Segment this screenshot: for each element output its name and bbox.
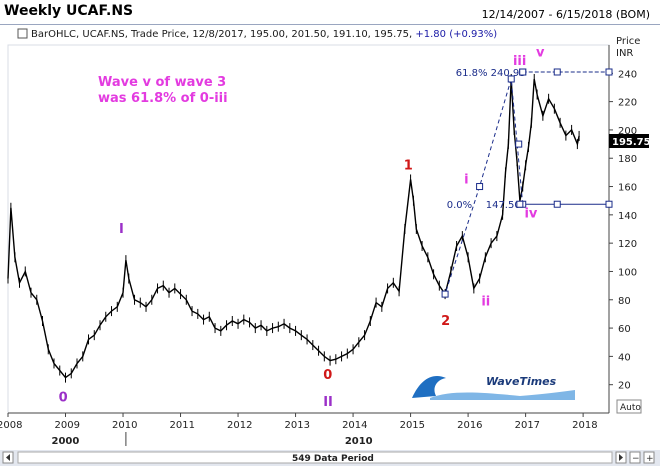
fib-lower-pct-label: 0.0% (447, 200, 472, 211)
y-tick-label: 140 (618, 211, 637, 222)
chevron-left-icon (6, 454, 10, 461)
wave-label: II (323, 395, 333, 410)
y-tick-label: 60 (618, 324, 631, 335)
wave-projection-path (444, 78, 524, 295)
auto-button-frame (616, 399, 642, 414)
fibonacci-layer[interactable]: 61.8% 240.93 0.0% 147.50 (441, 68, 613, 298)
wave-label: i (464, 173, 468, 188)
wave-label: I (119, 222, 124, 237)
price-series-line (7, 78, 580, 379)
date-range: 12/14/2007 - 6/15/2018 (BOM) (481, 8, 650, 21)
wavetimes-logo: WaveTimes (407, 367, 577, 401)
wave-label: 0 (323, 368, 332, 383)
wave-label: iii (513, 54, 526, 69)
zoom-out-button[interactable] (629, 451, 641, 464)
y-tick-label: 240 (618, 69, 637, 80)
wave-label: ii (481, 294, 490, 309)
series-layer (7, 73, 580, 383)
fib-lower-value-label: 147.50 (486, 200, 521, 211)
period-scrollbar[interactable]: 549 Data Period − + (0, 450, 660, 466)
fib-anchor-handle[interactable] (605, 200, 613, 208)
fib-anchor-handle[interactable] (553, 200, 561, 208)
x-tick-label: 2015 (400, 420, 425, 431)
x-tick-label: 2011 (170, 420, 195, 431)
x-tick-label: 2013 (285, 420, 310, 431)
wave-marker[interactable] (515, 140, 523, 148)
x-axis: 2008 2009 2010 2011 2012 2013 2014 2015 2016 2017… (0, 412, 609, 447)
wave-swoosh-icon (430, 390, 575, 400)
plus-icon: + (646, 454, 654, 464)
wave-label: 1 (404, 159, 413, 174)
chart-title: Weekly UCAF.NS (4, 3, 134, 19)
x-tick-label: 2009 (55, 420, 80, 431)
scrollbar-thumb[interactable] (17, 451, 613, 464)
y-tick-label: 200 (618, 126, 637, 137)
fib-anchor-handle[interactable] (553, 68, 561, 76)
price-axis-unit: INR (616, 48, 633, 59)
wave-label: 0 (59, 391, 68, 406)
data-period-label: 549 Data Period (292, 454, 374, 464)
header-divider (0, 24, 660, 25)
auto-button-label: Auto (620, 403, 641, 413)
x-tick-label: 2014 (342, 420, 367, 431)
x-era-label: 2010 (345, 436, 373, 447)
y-tick-label: 80 (618, 296, 631, 307)
x-tick-label: 2017 (515, 420, 540, 431)
x-tick-label: 2018 (572, 420, 597, 431)
minus-icon: − (632, 454, 640, 464)
fib-anchor-handle[interactable] (605, 68, 613, 76)
logo-text: WaveTimes (486, 375, 557, 388)
x-tick-label: 2008 (0, 420, 22, 431)
last-price-tag: 195.75 (609, 134, 651, 148)
zoom-in-button[interactable] (643, 451, 655, 464)
y-tick-label: 120 (618, 239, 637, 250)
y-tick-label: 100 (618, 267, 637, 278)
wave-label: 2 (441, 314, 450, 329)
y-tick-label: 220 (618, 98, 637, 109)
last-price-value: 195.75 (612, 137, 651, 148)
y-tick-label: 40 (618, 352, 631, 363)
x-era-label: 2000 (52, 436, 80, 447)
wave-marker[interactable] (516, 200, 524, 208)
wave-marker[interactable] (476, 183, 484, 191)
last-price-background (609, 134, 649, 148)
x-tick-label: 2012 (227, 420, 252, 431)
chevron-right-icon (619, 454, 623, 461)
wave-label: iv (524, 207, 537, 222)
wave-logo-icon (412, 376, 446, 398)
wave-label: v (536, 45, 545, 60)
wave-marker[interactable] (519, 68, 527, 76)
y-tick-label: 180 (618, 154, 637, 165)
y-axis: 20 40 60 80 100 120 140 160 180 200 220 240 (608, 45, 637, 413)
x-tick-label: 2010 (112, 420, 137, 431)
y-tick-label: 160 (618, 183, 637, 194)
ohlc-legend: BarOHLC, UCAF.NS, Trade Price, 12/8/2017… (17, 28, 497, 40)
wave-marker[interactable] (441, 290, 449, 298)
annotation-line-1: Wave v of wave 3 (98, 75, 226, 90)
annotation-line-2: was 61.8% of 0-iii (98, 91, 228, 106)
y-tick-label: 20 (618, 381, 631, 392)
fib-upper-label: 61.8% 240.93 (456, 68, 526, 79)
legend-swatch-icon (17, 28, 28, 39)
price-axis-title: Price (616, 36, 640, 47)
wave-marker[interactable] (507, 75, 515, 83)
x-tick-label: 2016 (457, 420, 482, 431)
auto-scale-button[interactable]: Auto (616, 399, 642, 414)
ohlc-summary: BarOHLC, UCAF.NS, Trade Price, 12/8/2017… (31, 29, 497, 40)
